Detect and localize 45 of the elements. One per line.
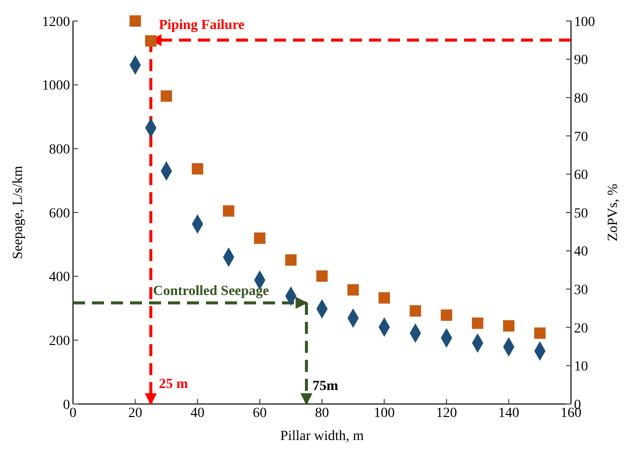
y-axis-title: Seepage, L/s/km bbox=[11, 166, 26, 260]
point bbox=[192, 163, 204, 175]
y2-tick-label: 80 bbox=[574, 92, 588, 106]
point bbox=[440, 309, 452, 321]
annotation: Piping Failure bbox=[158, 18, 245, 33]
y2-tick-label: 90 bbox=[574, 53, 588, 68]
y-tick-label: 1000 bbox=[42, 78, 70, 94]
point bbox=[222, 205, 234, 217]
point bbox=[378, 292, 390, 304]
point bbox=[145, 35, 157, 47]
y2-axis-title: ZoPVs, % bbox=[606, 183, 621, 242]
x-axis-title: Pillar width, m bbox=[280, 429, 364, 444]
y2-tick-label: 40 bbox=[574, 244, 588, 260]
point bbox=[503, 320, 514, 332]
y-tick-label: 800 bbox=[49, 142, 70, 158]
y-tick-label: 200 bbox=[49, 334, 70, 350]
annotation: 75m bbox=[312, 379, 338, 394]
y2-tick-label: 10 bbox=[574, 360, 588, 375]
x-tick-label: 60 bbox=[252, 406, 267, 421]
point bbox=[160, 90, 172, 102]
y-tick-label: 600 bbox=[49, 206, 70, 222]
y2-tick-label: 100 bbox=[574, 14, 595, 30]
annotation: Controlled Seepage bbox=[153, 284, 270, 299]
y2-tick-label: 60 bbox=[574, 168, 588, 184]
point bbox=[316, 270, 328, 282]
x-tick-label: 100 bbox=[374, 406, 395, 421]
y2-tick-label: 50 bbox=[574, 206, 588, 222]
point bbox=[130, 15, 141, 27]
x-tick-label: 40 bbox=[190, 406, 204, 421]
x-tick-label: 140 bbox=[498, 406, 520, 421]
x-tick-label: 120 bbox=[436, 406, 457, 421]
point bbox=[410, 305, 422, 317]
y2-tick-label: 20 bbox=[574, 321, 588, 336]
point bbox=[347, 284, 359, 296]
y-tick-label: 400 bbox=[49, 270, 70, 286]
point bbox=[254, 232, 266, 244]
annotation: 25 m bbox=[158, 377, 188, 392]
y-tick-label: 1200 bbox=[42, 14, 70, 30]
x-tick-label: 80 bbox=[315, 406, 329, 421]
point bbox=[472, 317, 484, 329]
y2-tick-label: 30 bbox=[574, 283, 588, 298]
y2-tick-label: 70 bbox=[574, 130, 588, 145]
point bbox=[285, 254, 297, 266]
point bbox=[534, 327, 546, 339]
x-tick-label: 20 bbox=[128, 406, 142, 421]
